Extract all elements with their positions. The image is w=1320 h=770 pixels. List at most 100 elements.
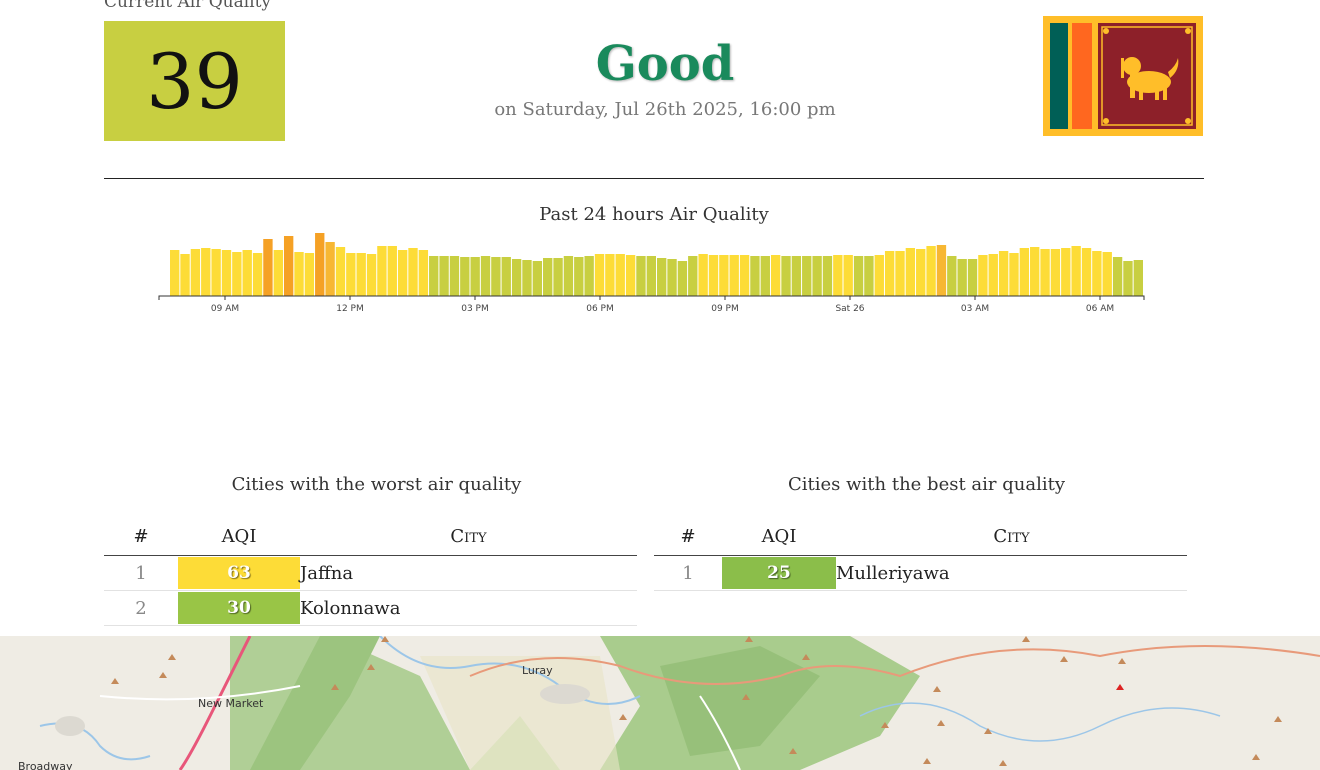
chart-bar[interactable] xyxy=(1102,252,1112,296)
chart-bar[interactable] xyxy=(1112,257,1123,296)
map-tiles[interactable]: Luray New Market Broadway xyxy=(0,636,1320,770)
chart-bar[interactable] xyxy=(895,251,905,296)
chart-bar[interactable] xyxy=(905,248,916,296)
chart-bar[interactable] xyxy=(315,233,325,296)
chart-bar[interactable] xyxy=(1030,247,1040,296)
chart-bar[interactable] xyxy=(232,252,242,296)
chart-bar[interactable] xyxy=(1019,248,1030,296)
chart-bar[interactable] xyxy=(252,253,263,296)
table-row[interactable]: 1 25 Mulleriyawa xyxy=(654,555,1187,591)
chart-bar[interactable] xyxy=(242,250,252,296)
chart-bar[interactable] xyxy=(553,258,563,296)
chart-bar[interactable] xyxy=(397,250,408,296)
chart-bar[interactable] xyxy=(1061,248,1071,296)
chart-bar[interactable] xyxy=(273,250,283,296)
table-row[interactable]: 2 30 Kolonnawa xyxy=(104,590,637,626)
city-link[interactable]: Kolonnawa xyxy=(300,590,637,626)
chart-bar[interactable] xyxy=(170,250,180,296)
chart-bar[interactable] xyxy=(201,248,211,296)
chart-bar[interactable] xyxy=(947,256,957,296)
chart-bar[interactable] xyxy=(511,259,522,296)
city-link[interactable]: Mulleriyawa xyxy=(836,555,1187,591)
city-link[interactable]: Jaffna xyxy=(300,555,637,591)
chart-bar[interactable] xyxy=(283,236,294,296)
chart-bar[interactable] xyxy=(864,256,874,296)
chart-bar[interactable] xyxy=(1040,249,1050,296)
chart-bar[interactable] xyxy=(211,249,221,296)
chart-bar[interactable] xyxy=(667,259,677,296)
chart-bar[interactable] xyxy=(190,249,201,296)
chart-bar[interactable] xyxy=(967,259,978,296)
chart-bar[interactable] xyxy=(605,254,615,296)
chart-bar[interactable] xyxy=(843,255,853,296)
chart-bar[interactable] xyxy=(884,251,895,296)
chart-bar[interactable] xyxy=(387,246,397,296)
chart-bar[interactable] xyxy=(1133,260,1143,296)
chart-bar[interactable] xyxy=(1009,253,1019,296)
map-view[interactable]: Luray New Market Broadway xyxy=(0,636,1320,770)
chart-bar[interactable] xyxy=(356,253,366,296)
chart-bar[interactable] xyxy=(366,254,377,296)
chart-bar[interactable] xyxy=(657,258,667,296)
chart-bar[interactable] xyxy=(781,256,791,296)
chart-bar[interactable] xyxy=(988,254,998,296)
chart-bar[interactable] xyxy=(346,253,356,296)
chart-bar[interactable] xyxy=(719,255,729,296)
chart-bar[interactable] xyxy=(926,246,936,296)
chart-bar[interactable] xyxy=(594,254,605,296)
chart-bar[interactable] xyxy=(418,250,429,296)
chart-bar[interactable] xyxy=(429,256,439,296)
chart-bar[interactable] xyxy=(543,258,553,296)
chart-bar[interactable] xyxy=(791,256,802,296)
chart-bar[interactable] xyxy=(677,261,688,296)
chart-bar[interactable] xyxy=(563,256,574,296)
table-row[interactable]: 1 63 Jaffna xyxy=(104,555,637,591)
chart-bar[interactable] xyxy=(470,257,480,296)
chart-bar[interactable] xyxy=(522,260,532,296)
chart-bar[interactable] xyxy=(460,257,470,296)
chart-bar[interactable] xyxy=(325,242,335,296)
chart-bar[interactable] xyxy=(957,259,967,296)
chart-bar[interactable] xyxy=(646,256,656,296)
chart-bar[interactable] xyxy=(1071,246,1081,296)
chart-bar[interactable] xyxy=(491,257,501,296)
chart-bar[interactable] xyxy=(501,257,511,296)
chart-bar[interactable] xyxy=(574,257,584,296)
chart-bar[interactable] xyxy=(294,252,304,296)
chart-bar[interactable] xyxy=(688,256,698,296)
chart-bar[interactable] xyxy=(1050,249,1061,296)
chart-bar[interactable] xyxy=(377,246,387,296)
chart-bar[interactable] xyxy=(480,256,491,296)
chart-bar[interactable] xyxy=(998,251,1009,296)
chart-bar[interactable] xyxy=(978,255,988,296)
chart-bar[interactable] xyxy=(760,256,770,296)
chart-bar[interactable] xyxy=(180,254,190,296)
chart-bar[interactable] xyxy=(449,256,460,296)
chart-bar[interactable] xyxy=(532,261,543,296)
chart-bar[interactable] xyxy=(708,255,719,296)
chart-bar[interactable] xyxy=(263,239,273,296)
chart-bar[interactable] xyxy=(615,254,625,296)
chart-bar[interactable] xyxy=(770,255,781,296)
chart-bar[interactable] xyxy=(304,253,315,296)
chart-bar[interactable] xyxy=(750,256,760,296)
chart-bar[interactable] xyxy=(936,245,947,296)
chart-bar[interactable] xyxy=(221,250,232,296)
chart-bar[interactable] xyxy=(335,247,346,296)
chart-bar[interactable] xyxy=(739,255,750,296)
chart-bar[interactable] xyxy=(1092,251,1102,296)
chart-bar[interactable] xyxy=(729,255,739,296)
chart-bar[interactable] xyxy=(822,256,833,296)
chart-bar[interactable] xyxy=(636,256,646,296)
chart-bar[interactable] xyxy=(625,255,636,296)
chart-bar[interactable] xyxy=(698,254,708,296)
chart-bar[interactable] xyxy=(584,256,594,296)
chart-bar[interactable] xyxy=(408,248,418,296)
chart-bar[interactable] xyxy=(916,249,926,296)
chart-bar[interactable] xyxy=(1123,261,1133,296)
chart-bar[interactable] xyxy=(439,256,449,296)
chart-bar[interactable] xyxy=(802,256,812,296)
chart-bar[interactable] xyxy=(874,255,884,296)
chart-bar[interactable] xyxy=(853,256,864,296)
chart-bar[interactable] xyxy=(833,255,843,296)
